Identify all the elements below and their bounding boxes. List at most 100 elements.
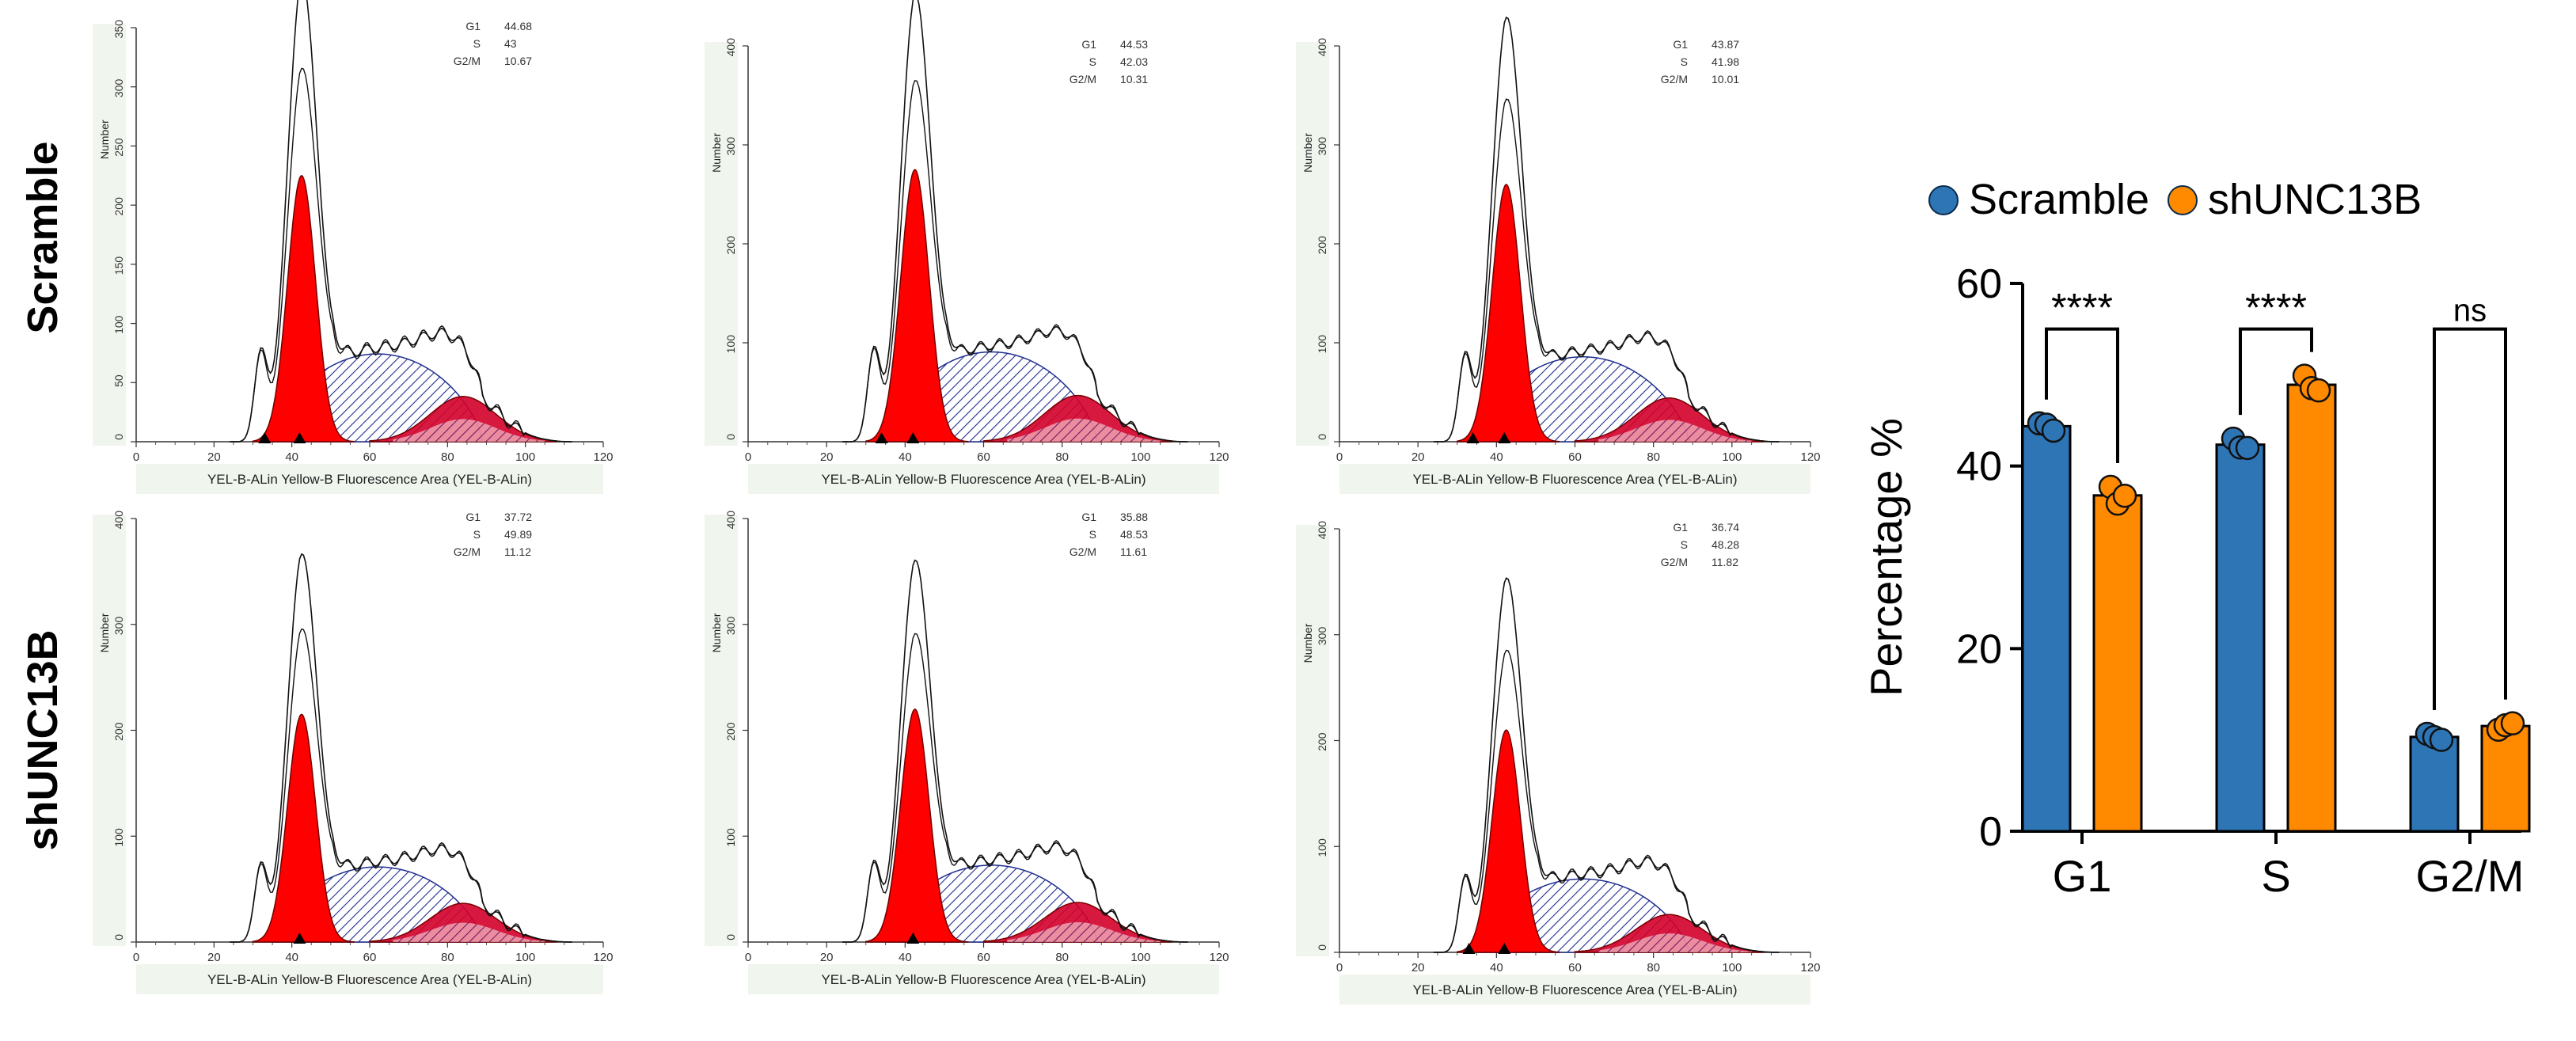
model-envelope [230, 628, 572, 943]
significance-bracket-G1 [2045, 327, 2119, 463]
y-axis-label: Number [1301, 623, 1314, 663]
flow-panel-5: 0 100 200 300 400 0 20 40 60 80 100 120 YEL-B-ALin Y… [705, 511, 1229, 994]
x-tick-label: 80 [441, 951, 454, 964]
stat-label: G2/M [1070, 545, 1096, 558]
y-tick-label: 300 [112, 617, 125, 636]
significance-bracket-G2/M [2433, 327, 2507, 710]
stat-label: S [1681, 538, 1688, 551]
x-tick-label: 80 [1647, 450, 1660, 464]
y-label-band [705, 42, 738, 446]
x-tick-label: 40 [285, 951, 298, 964]
stat-label: G1 [1673, 521, 1688, 534]
y-tick-label: 0 [1316, 944, 1328, 951]
x-tick-label: 0 [745, 951, 751, 964]
x-axis-label: YEL-B-ALin Yellow-B Fluorescence Area (Y… [821, 472, 1146, 487]
y-tick-label: 100 [724, 335, 737, 354]
x-tick-label: 0 [1336, 961, 1343, 975]
stat-value: 41.98 [1712, 55, 1739, 68]
gate-marker-icon [293, 933, 306, 944]
x-tick-label: 20 [820, 951, 834, 964]
stat-value: 42.03 [1120, 55, 1148, 68]
y-tick-label: 100 [1316, 838, 1328, 857]
y-tick-label: 60 [1956, 261, 2002, 307]
gate-marker-icon [1498, 432, 1511, 443]
x-tick-label: 100 [515, 450, 535, 464]
flow-panel-6: 0 100 200 300 400 0 20 40 60 80 100 120 YEL-B-ALin Y… [1296, 521, 1821, 1005]
data-point [2429, 728, 2454, 752]
stat-value: 36.74 [1712, 521, 1739, 534]
x-label-band [136, 964, 603, 994]
x-tick-label: 40 [899, 951, 912, 964]
y-tick-label: 300 [724, 137, 737, 156]
stat-label: G1 [465, 511, 481, 523]
y-tick-label: 350 [112, 20, 125, 39]
stat-label: S [473, 37, 481, 50]
gate-marker-icon [1466, 432, 1480, 443]
gate-marker-icon [875, 432, 888, 443]
y-tick-label: 100 [724, 828, 737, 847]
y-tick-label: 200 [112, 197, 125, 216]
y-tick-label: 50 [112, 374, 125, 387]
y-label-band [1296, 525, 1329, 956]
stat-value: 43 [504, 37, 517, 50]
stat-label: G2/M [1070, 73, 1096, 85]
flow-panel-1: 0 50 100 150 200 250 300 350 0 20 40 60 80 100 120 YEL-… [93, 0, 614, 494]
x-tick-label: 20 [1411, 961, 1425, 975]
y-axis-label: Number [1301, 133, 1314, 173]
flow-panel-3: 0 100 200 300 400 0 20 40 60 80 100 120 YEL-B-ALin Y… [1296, 16, 1821, 494]
row-label-scramble: Scramble [19, 141, 66, 333]
x-tick-label: 60 [1568, 450, 1582, 464]
stat-value: 11.61 [1120, 545, 1147, 558]
y-tick-label: 400 [112, 511, 125, 530]
stat-label: G2/M [454, 55, 481, 67]
significance-label-G1: **** [2051, 286, 2113, 330]
gate-marker-icon [906, 933, 920, 944]
g1-phase-area [1457, 184, 1560, 443]
stat-label: S [1089, 55, 1096, 68]
y-tick-label: 300 [1316, 627, 1328, 646]
g1-phase-area [252, 713, 355, 943]
stat-value: 11.12 [504, 545, 531, 558]
x-tick-label-S: S [2261, 851, 2290, 901]
significance-label-S: **** [2245, 286, 2307, 330]
flow-panel-4: 0 100 200 300 400 0 20 40 60 80 100 120 YEL-B-ALin Y… [93, 511, 614, 994]
model-envelope [842, 633, 1188, 943]
y-tick-label: 0 [724, 434, 737, 440]
legend-label-1: shUNC13B [2208, 176, 2422, 223]
x-axis-label: YEL-B-ALin Yellow-B Fluorescence Area (Y… [1412, 472, 1737, 487]
x-tick-label: 120 [1800, 450, 1820, 464]
x-tick-label: 100 [1722, 961, 1742, 975]
y-tick-label: 0 [1316, 434, 1328, 440]
bar-chart: Scramble shUNC13B 0 20 40 60 Percentage % G1 ***… [1861, 176, 2531, 901]
bar-Scramble-G2/M [2409, 735, 2460, 833]
g1-phase-area [865, 169, 969, 443]
x-tick-label: 80 [1055, 951, 1069, 964]
legend-label-0: Scramble [1969, 176, 2149, 223]
legend-marker-0 [1928, 185, 1959, 215]
data-point [2306, 378, 2331, 403]
gate-marker-icon [293, 432, 306, 443]
x-tick-label: 0 [133, 951, 139, 964]
x-tick-label: 0 [1336, 450, 1343, 464]
y-axis-label: Number [710, 613, 723, 652]
x-tick-label: 100 [1130, 951, 1150, 964]
y-tick-label: 0 [1979, 809, 2002, 855]
y-label-band [93, 515, 126, 946]
stat-label: G2/M [1661, 73, 1688, 85]
stat-value: 10.31 [1120, 73, 1148, 85]
y-tick-label: 200 [1316, 732, 1328, 751]
g2m-hatch-overlay [1598, 933, 1752, 952]
x-tick-label: 60 [1568, 961, 1582, 975]
x-tick-label: 40 [1490, 450, 1503, 464]
data-point [2112, 484, 2137, 508]
y-tick-label: 400 [724, 38, 737, 57]
g2m-hatch-overlay [1598, 420, 1752, 442]
g2m-hatch-overlay [393, 419, 545, 442]
x-tick-label: 120 [593, 450, 613, 464]
y-label-band [705, 515, 738, 946]
stat-label: G1 [1081, 38, 1096, 51]
bar-Scramble-S [2215, 443, 2266, 833]
stat-label: S [1089, 528, 1096, 541]
y-tick-label: 100 [112, 315, 125, 334]
